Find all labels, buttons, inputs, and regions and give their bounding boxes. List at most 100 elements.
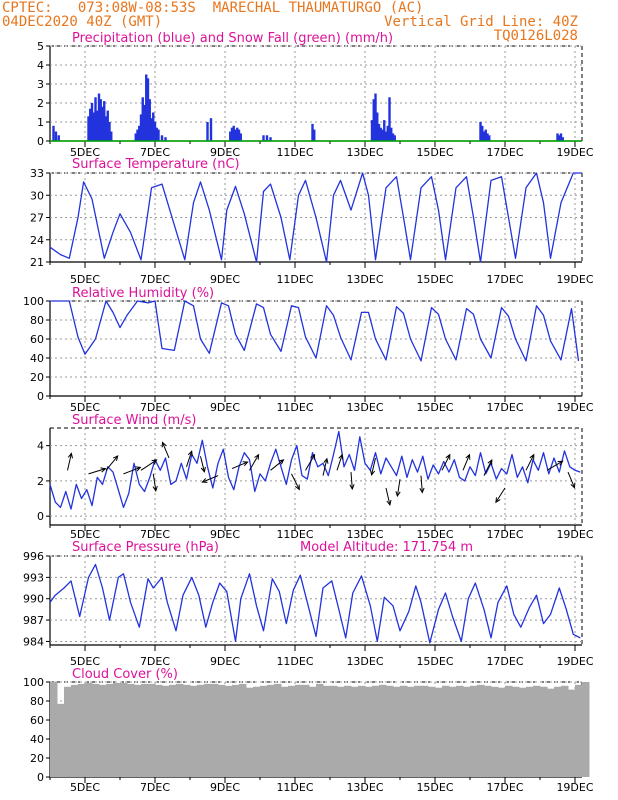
precip-bar	[269, 137, 272, 141]
wind-vector	[567, 471, 575, 488]
cloud-cover-bar	[218, 684, 226, 777]
chart-title: Relative Humidity (%)	[72, 286, 214, 301]
y-tick-label: 30	[30, 189, 44, 202]
x-tick-label: 13DEC	[346, 528, 383, 541]
wind-vector-head	[187, 450, 193, 457]
precip-bar	[153, 122, 157, 141]
cloud-cover-bar	[50, 682, 58, 777]
x-tick-label: 9DEC	[210, 401, 240, 414]
y-tick-label: 0	[37, 135, 44, 148]
precip-bar	[150, 118, 153, 141]
cloud-cover-bar	[246, 687, 254, 777]
wind-vector	[123, 466, 141, 475]
cloud-cover-bar	[204, 683, 212, 777]
series-line	[49, 563, 581, 644]
cloud-cover-bar	[155, 684, 163, 777]
cloud-cover-bar	[197, 684, 205, 777]
cloud-cover-bar	[85, 682, 93, 777]
cloud-cover-bar	[561, 685, 569, 777]
cloud-cover-bar	[365, 686, 373, 777]
x-tick-label: 11DEC	[276, 528, 313, 541]
wind-vector-head	[495, 497, 501, 504]
chart-title: Surface Temperature (nC)	[72, 157, 240, 172]
panel-2: 21 24 27 30 33 5DEC 7DEC 9DEC 11DEC 13DEC 15DEC 17D…	[30, 157, 594, 286]
wind-vector	[162, 442, 170, 459]
cloud-cover-bar	[260, 685, 268, 777]
cloud-cover-bar	[379, 684, 387, 777]
precip-bar	[87, 116, 90, 141]
x-tick-label: 7DEC	[140, 273, 170, 286]
precip-bar	[381, 129, 384, 141]
precip-bar	[52, 125, 55, 141]
series-line	[49, 172, 582, 263]
x-tick-label: 19DEC	[556, 273, 593, 286]
cloud-cover-bar	[141, 683, 149, 777]
precip-bar	[209, 118, 213, 141]
y-tick-label: 5	[37, 40, 44, 53]
wind-vector-head	[310, 453, 316, 460]
x-tick-label: 7DEC	[140, 528, 170, 541]
wind-vector	[140, 459, 157, 471]
wind-vector-head	[112, 455, 119, 462]
x-tick-label: 19DEC	[556, 655, 593, 668]
cloud-cover-bar	[92, 683, 100, 777]
precip-bar	[229, 131, 232, 141]
cloud-cover-bar	[505, 685, 513, 777]
header-model-code: TQ0126L028	[493, 28, 578, 44]
wind-vector-head	[529, 453, 535, 460]
x-tick-label: 11DEC	[276, 401, 313, 414]
panel-4: 0 2 4 5DEC 7DEC 9DEC 11DEC 13DEC 15DEC 17DEC 19DEC…	[37, 413, 594, 541]
cloud-cover-bar	[400, 685, 408, 777]
x-tick-label: 11DEC	[276, 655, 313, 668]
y-tick-label: 0	[37, 510, 44, 523]
x-tick-label: 13DEC	[346, 655, 383, 668]
x-tick-label: 19DEC	[556, 528, 593, 541]
precip-bar	[141, 97, 144, 141]
y-tick-label: 80	[30, 695, 44, 708]
cloud-cover-bar	[239, 683, 247, 777]
cloud-cover-bar	[358, 685, 366, 777]
wind-vector	[336, 454, 343, 471]
cloud-cover-bar	[512, 686, 520, 777]
wind-vector	[305, 454, 316, 471]
x-tick-label: 15DEC	[416, 655, 453, 668]
wind-vector-head	[445, 453, 451, 460]
cloud-cover-bar	[316, 683, 324, 777]
panel-5: 984 987 990 993 996 5DEC 7DEC 9DEC 11DEC 13DEC 15D…	[23, 540, 594, 668]
cloud-cover-bar	[435, 687, 443, 777]
cloud-cover-bar	[533, 685, 541, 777]
cloud-cover-bar	[169, 684, 177, 777]
precip-bar	[482, 131, 486, 141]
precip-bar	[481, 125, 484, 141]
cloud-cover-bar	[351, 686, 359, 777]
wind-vector	[483, 459, 493, 476]
chart-title: Precipitation (blue) and Snow Fall (gree…	[72, 31, 393, 46]
y-tick-label: 4	[37, 59, 44, 72]
wind-vector	[291, 473, 300, 490]
x-tick-label: 5DEC	[70, 401, 100, 414]
x-tick-label: 7DEC	[140, 401, 170, 414]
x-tick-label: 5DEC	[70, 528, 100, 541]
wind-vector	[462, 454, 470, 471]
precip-bar	[390, 127, 393, 141]
precip-bar	[57, 135, 60, 141]
wind-vector	[525, 454, 535, 471]
y-tick-label: 996	[23, 550, 44, 563]
x-tick-label: 9DEC	[210, 146, 240, 159]
wind-vector	[105, 455, 119, 471]
precip-bar	[377, 123, 381, 141]
x-tick-label: 11DEC	[276, 273, 313, 286]
header-date-line: 04DEC2020 40Z (GMT)	[2, 14, 163, 30]
precip-bar	[104, 116, 108, 141]
x-tick-label: 17DEC	[486, 655, 523, 668]
cloud-cover-bar	[498, 687, 506, 777]
panel-6: 0 20 40 60 80 100 5DEC 7DEC 9DEC 11DEC 13DEC 15DEC 1…	[23, 667, 594, 794]
wind-vector	[495, 487, 506, 503]
wind-vector-head	[570, 482, 576, 489]
precip-bar	[391, 133, 395, 141]
wind-vector-head	[278, 459, 285, 465]
wind-vector-head	[100, 467, 107, 473]
precip-bar	[136, 129, 139, 141]
cloud-cover-bar	[288, 685, 296, 777]
y-tick-label: 1	[37, 116, 44, 129]
